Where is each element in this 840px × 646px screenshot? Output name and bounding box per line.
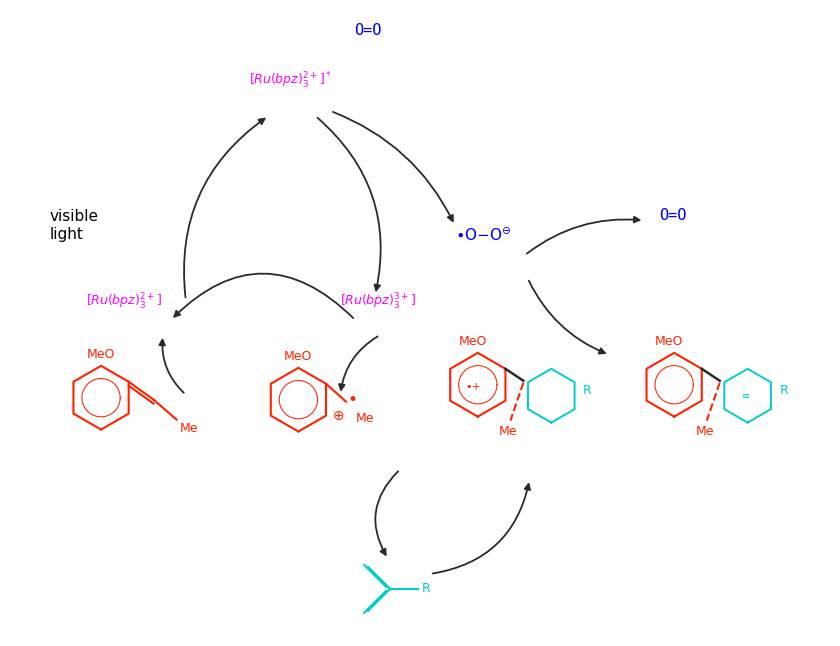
Text: O=O: O=O bbox=[659, 208, 686, 223]
Text: $\mathit{[Ru(bpz)_3^{3+}]}$: $\mathit{[Ru(bpz)_3^{3+}]}$ bbox=[340, 292, 416, 312]
Text: MeO: MeO bbox=[87, 348, 115, 361]
Text: MeO: MeO bbox=[655, 335, 684, 348]
Text: $\bullet$O$-$O$^{\ominus}$: $\bullet$O$-$O$^{\ominus}$ bbox=[455, 227, 512, 244]
Text: MeO: MeO bbox=[284, 350, 312, 363]
Text: R: R bbox=[583, 384, 592, 397]
Text: visible
light: visible light bbox=[50, 209, 98, 242]
Text: R: R bbox=[422, 582, 431, 596]
Text: Me: Me bbox=[356, 412, 375, 425]
Text: Me: Me bbox=[180, 422, 198, 435]
Text: $\mathit{[Ru(bpz)_3^{2+}]}$: $\mathit{[Ru(bpz)_3^{2+}]}$ bbox=[87, 292, 162, 312]
Text: Me: Me bbox=[696, 424, 714, 437]
Text: ≡: ≡ bbox=[742, 391, 749, 401]
Text: •: • bbox=[348, 391, 358, 409]
Text: $\mathit{[Ru(bpz)_3^{2+}]^*}$: $\mathit{[Ru(bpz)_3^{2+}]^*}$ bbox=[249, 71, 332, 91]
Text: MeO: MeO bbox=[459, 335, 487, 348]
Text: •+: •+ bbox=[465, 382, 480, 391]
Text: R: R bbox=[780, 384, 788, 397]
Text: Me: Me bbox=[499, 424, 517, 437]
Text: O=O: O=O bbox=[354, 23, 382, 38]
Text: ⊕: ⊕ bbox=[333, 409, 344, 422]
